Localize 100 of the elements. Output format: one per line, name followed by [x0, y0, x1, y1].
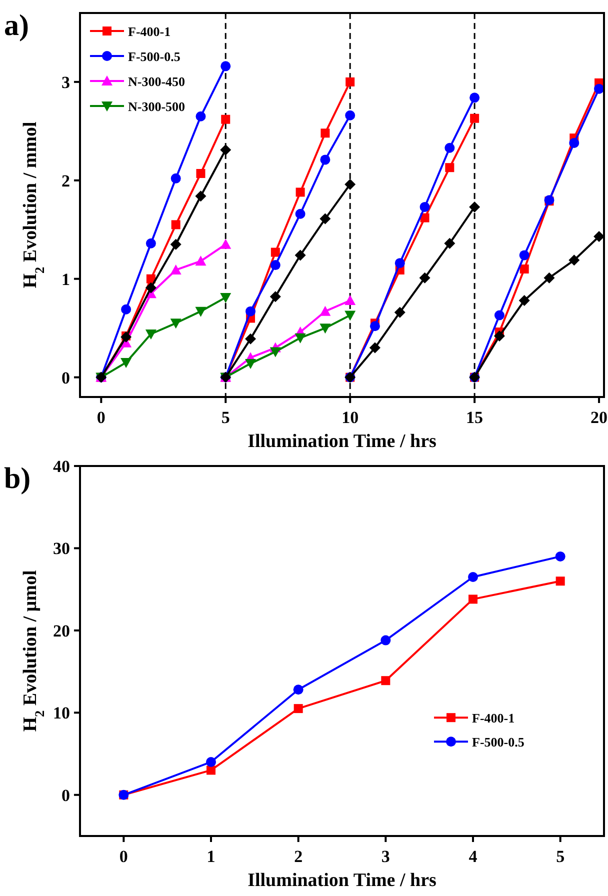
point [320, 213, 331, 224]
x-tick-label: 5 [221, 408, 230, 427]
point [494, 310, 504, 320]
point [556, 576, 565, 586]
point [270, 347, 281, 358]
point [569, 138, 580, 148]
point [120, 358, 132, 368]
point [206, 766, 216, 775]
point [121, 304, 132, 314]
point [320, 324, 331, 334]
point [568, 254, 580, 266]
x-tick-label: 4 [468, 847, 478, 866]
point [246, 306, 256, 316]
x-tick-label: 15 [466, 408, 484, 427]
point [245, 359, 256, 370]
point [420, 202, 430, 212]
x-tick-label: 0 [119, 847, 128, 866]
point [295, 208, 306, 219]
legend-label: F-500-0.5 [472, 734, 525, 750]
y-tick-label: 30 [53, 539, 70, 558]
point [170, 238, 182, 250]
point [171, 220, 180, 230]
point [320, 306, 331, 316]
point [220, 61, 231, 72]
point [518, 295, 530, 306]
point [468, 594, 478, 604]
point [345, 110, 356, 120]
point [394, 306, 406, 318]
x-tick-label: 1 [206, 847, 216, 866]
x-tick-label: 2 [294, 847, 303, 866]
point [296, 188, 305, 197]
y-tick-label: 40 [53, 457, 70, 476]
point [469, 201, 480, 212]
x-tick-label: 20 [590, 408, 608, 427]
point [544, 272, 555, 284]
point [520, 264, 529, 274]
legend-label: F-400-1 [128, 24, 171, 39]
y-tick-label: 0 [62, 786, 70, 805]
y-tick-label: 20 [53, 621, 70, 640]
point [320, 154, 330, 165]
point [195, 190, 206, 202]
point [206, 757, 216, 767]
point [270, 291, 281, 302]
point [594, 84, 604, 94]
x-tick-label: 0 [96, 408, 106, 427]
legend-label: N-300-450 [128, 74, 186, 89]
point [245, 333, 256, 344]
point [195, 256, 206, 266]
point [519, 250, 530, 260]
point [270, 248, 280, 257]
point [370, 321, 380, 332]
point [145, 329, 156, 340]
point [470, 92, 480, 103]
x-tick-label: 3 [381, 847, 390, 866]
point [220, 293, 232, 304]
point [145, 282, 156, 294]
point [394, 258, 405, 268]
y-tick-label: 0 [62, 368, 70, 388]
point [344, 295, 356, 306]
x-tick-label: 10 [342, 408, 359, 427]
point [444, 142, 455, 153]
chart-title: a) [4, 9, 29, 42]
point [555, 551, 566, 562]
point [294, 704, 303, 714]
point [320, 128, 330, 138]
legend-label: N-300-500 [128, 99, 186, 114]
point [346, 77, 355, 86]
point [380, 635, 391, 646]
y-tick-label: 3 [62, 72, 70, 92]
point [494, 330, 505, 342]
point [170, 264, 182, 274]
point [344, 310, 356, 321]
point [146, 238, 156, 248]
point [470, 114, 480, 123]
point [445, 163, 454, 172]
point [294, 250, 306, 261]
x-tick-label: 5 [556, 847, 565, 866]
point [444, 238, 456, 249]
point [420, 213, 430, 222]
y-tick-label: 2 [62, 171, 70, 190]
point [196, 168, 206, 178]
x-axis-title: Illumination Time / hrs [248, 431, 436, 452]
point [294, 333, 306, 344]
point [196, 111, 206, 122]
point [419, 272, 430, 284]
point [369, 342, 380, 354]
legend-label: F-400-1 [472, 710, 515, 726]
legend-label: F-500-0.5 [128, 49, 181, 64]
point [170, 318, 182, 329]
point [170, 173, 181, 184]
point [293, 684, 304, 695]
point [270, 260, 280, 270]
chart-title: b) [4, 462, 31, 495]
point [468, 572, 478, 582]
x-axis-title: Illumination Time / hrs [248, 870, 436, 891]
y-tick-label: 10 [53, 704, 70, 723]
point [381, 676, 390, 686]
point [195, 306, 206, 317]
point [344, 178, 356, 190]
y-tick-label: 1 [62, 270, 70, 289]
